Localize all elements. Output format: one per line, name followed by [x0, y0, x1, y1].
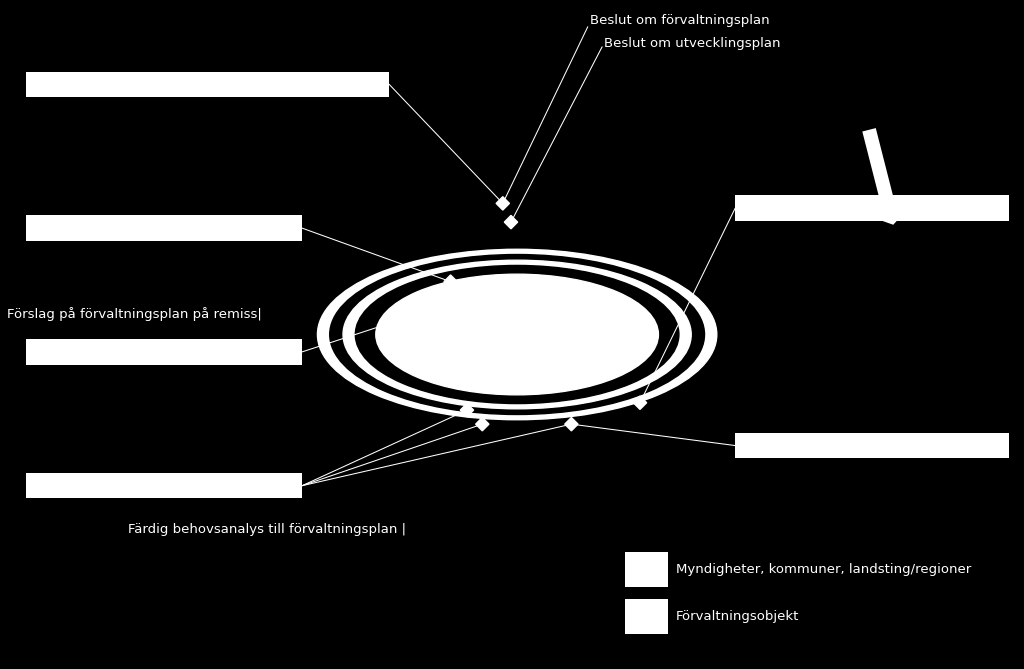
Bar	[625, 599, 668, 634]
Bar	[735, 195, 1009, 221]
Ellipse shape	[343, 260, 691, 409]
Polygon shape	[451, 294, 465, 308]
Ellipse shape	[330, 254, 705, 415]
Text: Beslut om utvecklingsplan: Beslut om utvecklingsplan	[604, 37, 780, 50]
Polygon shape	[565, 417, 578, 431]
Polygon shape	[504, 215, 517, 229]
Bar	[625, 552, 668, 587]
Polygon shape	[444, 275, 457, 288]
Bar	[735, 433, 1009, 458]
Text: Förvaltningsobjekt: Förvaltningsobjekt	[676, 609, 799, 623]
Polygon shape	[461, 403, 473, 417]
Text: Färdig behovsanalys till förvaltningsplan |: Färdig behovsanalys till förvaltningspla…	[128, 523, 406, 536]
Text: Beslut om förvaltningsplan: Beslut om förvaltningsplan	[590, 14, 769, 27]
Text: Myndigheter, kommuner, landsting/regioner: Myndigheter, kommuner, landsting/regione…	[676, 563, 971, 576]
Polygon shape	[633, 396, 647, 409]
Bar	[26, 72, 389, 97]
Text: Förslag på förvaltningsplan på remiss|: Förslag på förvaltningsplan på remiss|	[7, 308, 262, 321]
Polygon shape	[496, 197, 510, 210]
Ellipse shape	[376, 274, 658, 395]
Bar	[26, 473, 302, 498]
Ellipse shape	[355, 266, 679, 403]
Bar	[26, 339, 302, 365]
Ellipse shape	[317, 250, 717, 419]
Bar	[26, 215, 302, 241]
Polygon shape	[475, 417, 489, 431]
